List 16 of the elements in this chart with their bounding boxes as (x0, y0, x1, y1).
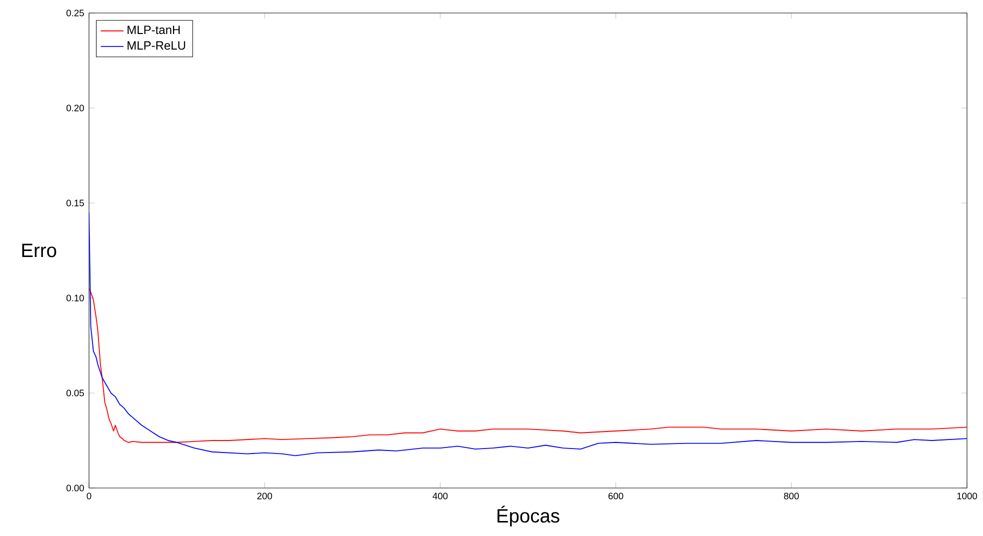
y-tick-label: 0.10 (66, 294, 84, 302)
y-axis-title: Erro (22, 244, 56, 258)
legend-label: MLP-ReLU (128, 41, 186, 50)
y-tick-label: 0.00 (66, 484, 84, 492)
x-tick-label: 200 (257, 492, 272, 500)
y-tick-label: 0.05 (66, 390, 84, 396)
y-tick-label: 0.15 (66, 200, 84, 206)
x-axis-title: Épocas (498, 506, 560, 526)
x-tick-label: 400 (432, 492, 448, 500)
y-tick-label: 0.20 (66, 104, 84, 112)
x-tick-label: 0 (86, 492, 92, 500)
x-tick-label: 800 (784, 492, 799, 500)
y-tick-label: 0.25 (66, 10, 84, 16)
x-tick-label: 600 (608, 492, 624, 500)
x-tick-label: 1000 (957, 492, 978, 500)
legend-label: MLP-tanH (128, 26, 180, 34)
